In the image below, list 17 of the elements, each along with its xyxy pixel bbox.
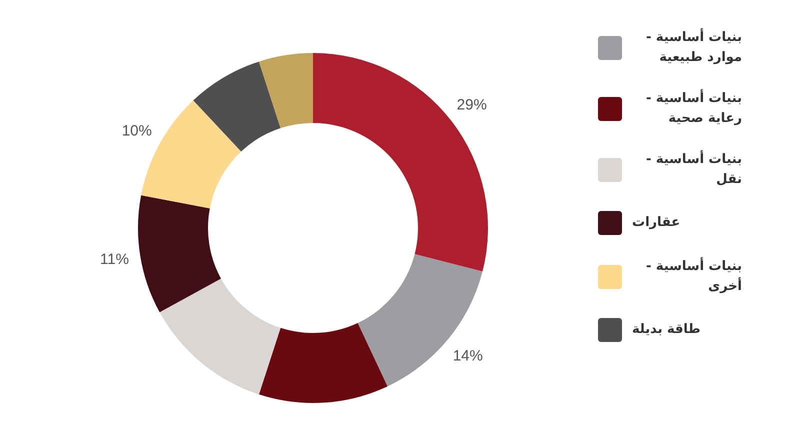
legend-label: طاقة بديلة — [632, 321, 701, 340]
donut-slice — [193, 62, 281, 152]
data-label: 10% — [122, 122, 152, 140]
data-label: 14% — [452, 348, 483, 365]
legend-label: عقارات — [632, 214, 680, 232]
donut-slice — [258, 53, 313, 128]
data-label: 11% — [100, 250, 129, 268]
donut-slice — [358, 254, 482, 386]
legend-label: بنيات أساسية - نقل — [645, 150, 742, 188]
donut-slice — [160, 278, 281, 394]
donut-slice — [258, 323, 388, 403]
donut-slice — [313, 53, 488, 272]
legend-label: بنيات أساسية - موارد طبيعية — [645, 28, 742, 66]
legend-label: بنيات أساسية - أخرى — [645, 257, 742, 296]
donut-slice — [138, 195, 221, 312]
data-label: 29% — [456, 96, 487, 114]
legend-label: بنيات أساسية - رعاية صحية — [645, 89, 742, 128]
